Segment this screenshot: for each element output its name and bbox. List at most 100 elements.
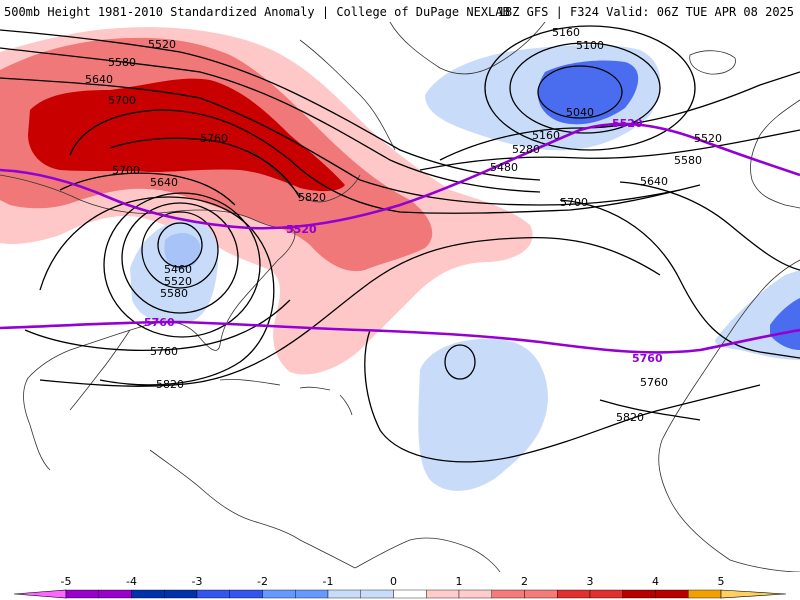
colorbar-tick-label: -5	[61, 575, 72, 588]
purple-contour-5760	[0, 320, 800, 354]
purple-contour-label: 5520	[612, 117, 643, 130]
colorbar-tick-label: 0	[390, 575, 397, 588]
contour-label: 5520	[148, 38, 176, 51]
contour-ring	[157, 222, 203, 268]
contour-label: 5640	[640, 175, 668, 188]
contour-ring	[509, 42, 661, 134]
colorbar-tick-label: 1	[456, 575, 463, 588]
colorbar-tick-label: 2	[521, 575, 528, 588]
contour-line	[0, 29, 541, 181]
contour-ring	[484, 25, 696, 151]
contour-label: 5820	[156, 378, 184, 391]
contour-ring	[444, 344, 476, 380]
colorbar-tick-label: -4	[126, 575, 137, 588]
colorbar-swatch	[262, 589, 296, 599]
coastlines	[0, 22, 800, 572]
colorbar-swatch	[131, 589, 165, 599]
colorbar-swatch	[360, 589, 394, 599]
iberia-africa-coast	[658, 259, 800, 572]
colorbar-swatch	[524, 589, 558, 599]
contour-label: 5700	[560, 196, 588, 209]
contour-label: 5580	[108, 56, 136, 69]
colorbar-tick-label: 5	[718, 575, 725, 588]
colorbar-swatch	[295, 589, 329, 599]
contour-ring	[121, 202, 239, 314]
canada-maritimes	[249, 149, 361, 203]
colorbar-swatch	[196, 589, 230, 599]
contour-label: 5760	[640, 376, 668, 389]
anomaly-colorbar: -5 -4 -3 -2 -1 0 1 2 3 4 5	[13, 575, 787, 599]
contour-label: 5820	[298, 191, 326, 204]
contour-label: 5760	[150, 345, 178, 358]
contour-label: 5280	[512, 143, 540, 156]
contour-line	[39, 236, 661, 387]
colorbar-swatch	[65, 589, 99, 599]
positive-anomaly-dark	[28, 78, 345, 192]
contour-label: 5640	[150, 176, 178, 189]
colorbar-tick-labels: -5 -4 -3 -2 -1 0 1 2 3 4 5	[61, 575, 725, 588]
height-contours	[0, 25, 800, 463]
central-america-coast	[149, 449, 356, 569]
colorbar-swatch	[491, 589, 525, 599]
contour-label: 5160	[532, 129, 560, 142]
contour-label: 5520	[694, 132, 722, 145]
colorbar-swatch	[688, 589, 722, 599]
map-canvas: 5520 5580 5640 5700 5760 5700 5640 5820 …	[0, 22, 800, 572]
contour-label: 5640	[85, 73, 113, 86]
contour-label: 5760	[200, 132, 228, 145]
contour-line	[24, 299, 291, 351]
contour-line	[619, 181, 800, 271]
contour-ring	[141, 211, 219, 289]
contour-label: 5100	[576, 39, 604, 52]
contour-label: 5040	[566, 106, 594, 119]
colorbar-swatch	[720, 589, 787, 599]
iceland	[689, 50, 736, 75]
labrador-coast	[299, 39, 396, 151]
contour-line	[599, 399, 701, 421]
negative-anomaly-atlantic	[418, 338, 548, 491]
colorbar-swatches	[13, 589, 787, 599]
run-info: 18Z GFS | F324 Valid: 06Z TUE APR 08 202…	[497, 5, 794, 19]
colorbar-tick-label: 4	[652, 575, 659, 588]
colorbar-swatch	[13, 589, 67, 599]
europe-coast	[750, 99, 800, 209]
map-title: 500mb Height 1981-2010 Standardized Anom…	[4, 5, 510, 19]
contour-label: 5700	[112, 164, 140, 177]
contour-label: 5480	[490, 161, 518, 174]
greenland-coast	[389, 22, 546, 75]
caribbean-islands	[219, 379, 353, 416]
colorbar-swatch	[622, 589, 656, 599]
contour-line	[69, 109, 701, 214]
negative-anomaly-east-dark	[770, 298, 800, 350]
purple-contour-label: 5760	[632, 352, 663, 365]
reference-contours	[0, 122, 800, 354]
contour-label: 5580	[674, 154, 702, 167]
colorbar-swatch	[458, 589, 492, 599]
colorbar-tick-label: -2	[257, 575, 268, 588]
colorbar-swatch	[426, 589, 460, 599]
contour-ring	[103, 192, 261, 338]
contour-line	[439, 71, 800, 161]
colorbar-swatch	[557, 589, 591, 599]
colorbar-swatch	[655, 589, 689, 599]
contour-line	[109, 137, 301, 199]
colorbar-swatch	[589, 589, 623, 599]
contour-labels: 5520 5580 5640 5700 5760 5700 5640 5820 …	[85, 26, 722, 424]
contour-label: 5580	[160, 287, 188, 300]
colorbar-swatch	[393, 589, 427, 599]
north-america-coast	[0, 174, 296, 471]
contour-line	[364, 329, 761, 463]
contour-label: 5820	[616, 411, 644, 424]
contour-line	[59, 172, 236, 206]
contour-ring	[537, 65, 623, 119]
contour-label: 5700	[108, 94, 136, 107]
contour-label: 5160	[552, 26, 580, 39]
colorbar-tick-label: 3	[587, 575, 594, 588]
colorbar-swatch	[229, 589, 263, 599]
contour-line	[0, 77, 681, 206]
purple-contour-5520	[0, 122, 800, 230]
contour-label: 5460	[164, 263, 192, 276]
colorbar-tick-label: -3	[192, 575, 203, 588]
south-america-coast	[354, 537, 501, 572]
